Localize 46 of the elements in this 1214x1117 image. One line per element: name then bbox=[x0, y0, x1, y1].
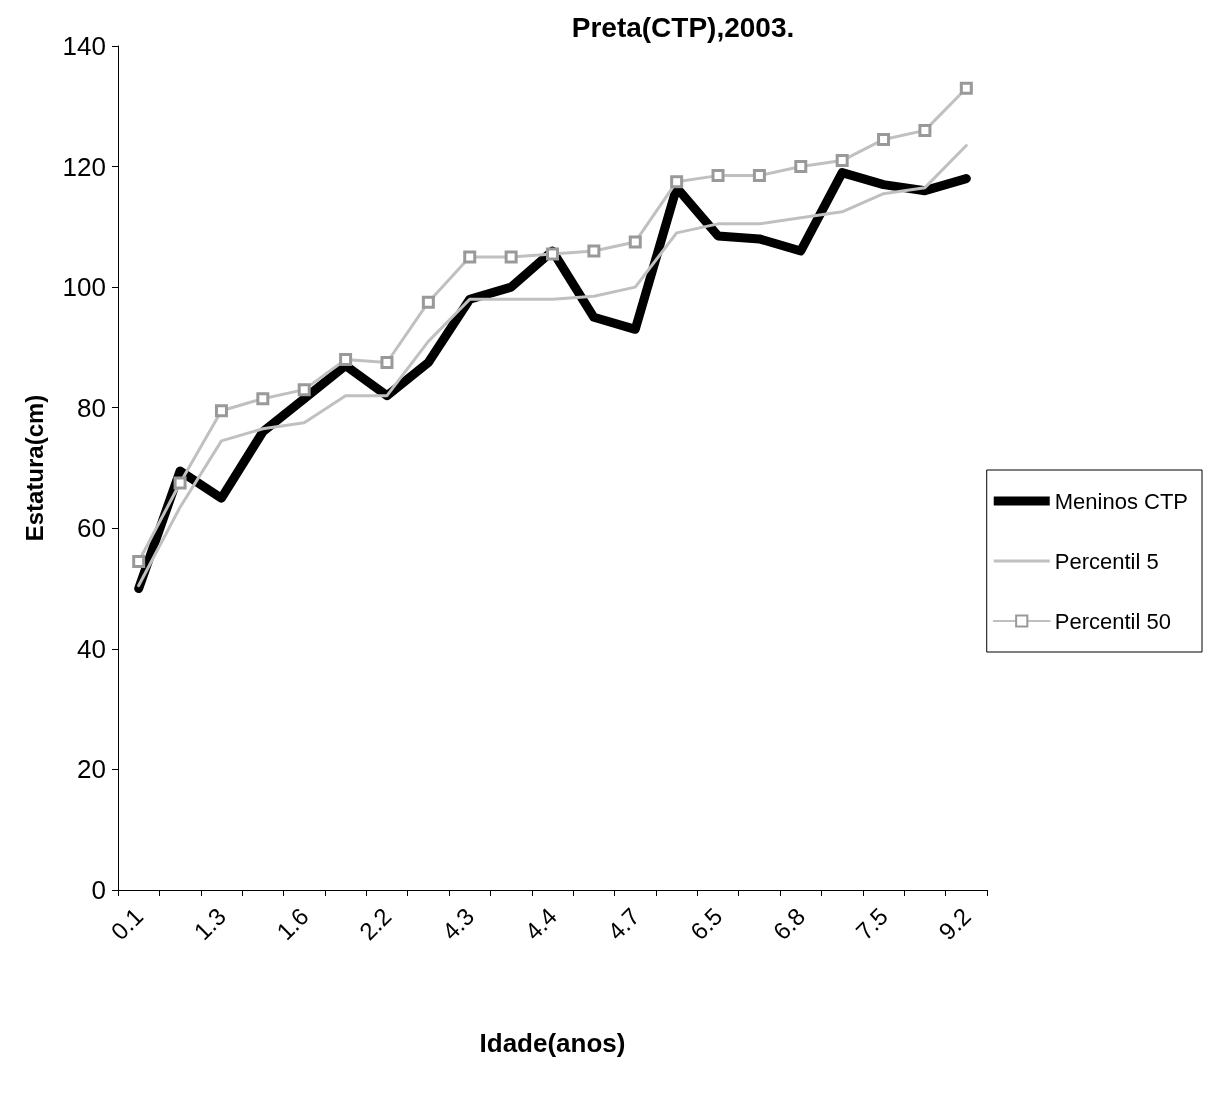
y-tick-label: 120 bbox=[62, 151, 106, 182]
y-tick-label: 100 bbox=[62, 272, 106, 303]
point bbox=[670, 175, 684, 189]
x-tick-label: 4.4 bbox=[519, 902, 563, 946]
x-tick-label: 7.5 bbox=[850, 902, 894, 946]
chart-title: Preta(CTP),2003. bbox=[571, 11, 795, 43]
x-tick-label: 2.2 bbox=[353, 902, 397, 946]
x-tick-label: 1.6 bbox=[271, 902, 314, 946]
y-tick-label: 40 bbox=[77, 633, 106, 664]
point bbox=[752, 169, 766, 183]
y-tick-label: 60 bbox=[77, 513, 106, 544]
y-tick-label: 80 bbox=[77, 392, 106, 423]
point bbox=[794, 160, 808, 174]
x-tick-label: 4.7 bbox=[602, 902, 645, 946]
y-tick-label: 0 bbox=[91, 875, 106, 905]
point bbox=[835, 154, 849, 168]
point bbox=[463, 250, 477, 264]
point bbox=[214, 404, 228, 418]
point bbox=[132, 554, 146, 568]
x-tick-label: 4.3 bbox=[436, 902, 480, 946]
x-axis-title: Idade(anos) bbox=[479, 1028, 626, 1058]
legend-label: Percentil 50 bbox=[1054, 608, 1171, 634]
legend-label: Percentil 5 bbox=[1054, 548, 1159, 574]
point bbox=[959, 81, 973, 95]
point bbox=[877, 132, 891, 146]
point bbox=[297, 383, 311, 397]
point bbox=[173, 476, 187, 490]
point bbox=[918, 123, 932, 137]
y-tick-label: 140 bbox=[62, 31, 106, 61]
point bbox=[339, 352, 353, 366]
x-tick-label: 6.5 bbox=[684, 902, 728, 946]
x-tick-label: 9.2 bbox=[933, 902, 976, 946]
y-tick-label: 20 bbox=[77, 754, 106, 785]
point bbox=[628, 235, 642, 249]
x-tick-label: 0.1 bbox=[105, 902, 149, 946]
y-axis-title: Estatura(cm) bbox=[20, 394, 48, 542]
point bbox=[546, 247, 559, 261]
point bbox=[421, 295, 435, 309]
point bbox=[256, 392, 270, 406]
point bbox=[711, 169, 725, 183]
x-tick-label: 1.3 bbox=[188, 902, 231, 946]
point bbox=[587, 244, 601, 258]
legend-label: Meninos CTP bbox=[1054, 488, 1189, 514]
x-tick-label: 6.8 bbox=[767, 902, 811, 946]
point bbox=[380, 356, 394, 369]
point bbox=[504, 250, 518, 264]
